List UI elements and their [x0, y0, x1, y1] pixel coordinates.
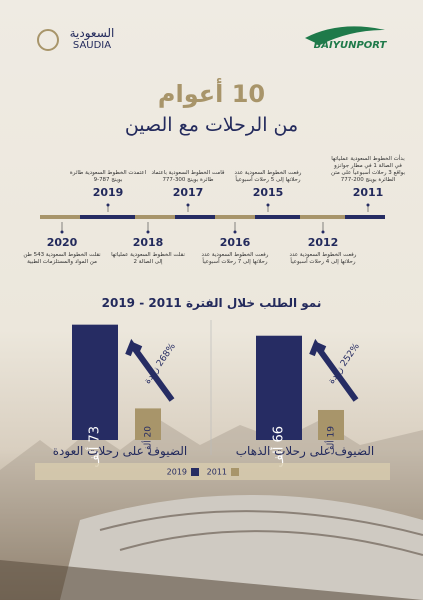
- event-year: 2011: [352, 186, 384, 199]
- event-year: 2020: [46, 236, 78, 249]
- timeline-dot: [60, 230, 64, 234]
- event-year: 2015: [252, 186, 284, 199]
- value-label: 19 ألف: [325, 426, 337, 455]
- event-text: رفعت الخطوط السعودية عدد رحلاتها إلى 5 ر…: [234, 170, 302, 183]
- legend-label: 2011: [207, 468, 227, 477]
- increase-arrow: [125, 338, 175, 402]
- logo-ar: السعودية: [69, 26, 115, 40]
- logo-en: SAUDIA: [72, 40, 112, 51]
- event-year: 2012: [307, 236, 339, 249]
- value-label: 66 ألف: [270, 426, 287, 468]
- logo-baiyun: BAIYUNPORT: [313, 40, 387, 51]
- event-text: نقلت الخطوط السعودية 543 طن من المواد وا…: [23, 252, 101, 265]
- roof: [60, 495, 423, 600]
- event-text: قامت الخطوط السعودية باعتماد طائرة بوينج…: [151, 170, 225, 183]
- event-year: 2016: [219, 236, 251, 249]
- legend-label: 2019: [167, 468, 187, 477]
- event-text: اعتمدت الخطوط السعودية طائرة بوينج 787-9: [69, 170, 147, 183]
- logo-mark: [37, 29, 59, 51]
- event-text: نقلت الخطوط السعودية عملياتها إلى الصالة…: [111, 252, 185, 265]
- timeline-dot: [321, 230, 325, 234]
- bar: [256, 335, 302, 440]
- category-label: الضيوف على رحلات العودة: [52, 444, 188, 458]
- event-text: بدأت الخطوط السعودية عملياتها في الصالة …: [331, 156, 405, 183]
- event-year: 2019: [92, 186, 124, 199]
- legend-swatch: [231, 468, 239, 476]
- legend-swatch: [191, 468, 199, 476]
- timeline-dot: [186, 203, 190, 207]
- roof-line: [119, 530, 423, 556]
- event-text: رفعت الخطوط السعودية عدد رحلاتها إلى 4 ر…: [289, 252, 357, 265]
- subtitle: من الرحلات مع الصين: [124, 114, 299, 136]
- timeline-dot: [266, 203, 270, 207]
- value-label: 20 ألف: [142, 426, 154, 455]
- increase-arrow: [309, 338, 359, 402]
- event-year: 2018: [132, 236, 164, 249]
- title: 10 أعوام: [157, 80, 266, 108]
- timeline-dot: [366, 203, 370, 207]
- ground: [0, 560, 423, 600]
- chart-title: نمو الطلب خلال الفترة 2011 - 2019: [101, 296, 322, 310]
- logo-mark: [305, 26, 385, 45]
- event-text: رفعت الخطوط السعودية عدد رحلاتها إلى 7 ر…: [201, 252, 269, 265]
- category-label: الضيوف على رحلات الذهاب: [235, 444, 375, 458]
- roof-line: [99, 510, 423, 536]
- timeline-dot: [146, 230, 150, 234]
- value-label: 73 ألف: [86, 426, 103, 468]
- bar: [318, 409, 344, 440]
- bar: [72, 324, 118, 440]
- timeline-dot: [106, 203, 110, 207]
- bar: [135, 408, 161, 440]
- legend-band: [35, 463, 390, 480]
- timeline-dot: [233, 230, 237, 234]
- event-year: 2017: [172, 186, 204, 199]
